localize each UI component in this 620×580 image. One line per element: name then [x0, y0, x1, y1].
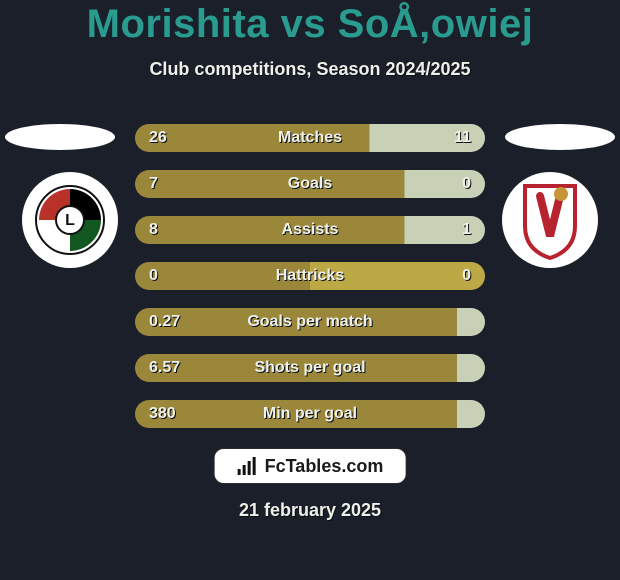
svg-text:L: L [65, 212, 75, 229]
stat-label: Assists [135, 216, 485, 244]
watermark-text: FcTables.com [265, 456, 384, 477]
nation-flag-left [5, 124, 115, 150]
nation-flag-right [505, 124, 615, 150]
subtitle: Club competitions, Season 2024/2025 [0, 59, 620, 80]
club-crest-right [502, 172, 598, 268]
stat-bar-mpg: 380 Min per goal [135, 400, 485, 428]
stat-bar-goals: 7 Goals 0 [135, 170, 485, 198]
page-title: Morishita vs SoÅ‚owiej [0, 0, 620, 47]
club-crest-left: L [22, 172, 118, 268]
stat-right-value: 0 [462, 170, 471, 198]
legia-crest-icon: L [35, 185, 105, 255]
stat-label: Goals per match [135, 308, 485, 336]
stat-label: Goals [135, 170, 485, 198]
stat-label: Hattricks [135, 262, 485, 290]
fctables-logo-icon [237, 455, 259, 477]
stat-bar-matches: 26 Matches 11 [135, 124, 485, 152]
watermark-badge: FcTables.com [214, 448, 407, 484]
stat-right-value: 0 [462, 262, 471, 290]
stat-bar-gpm: 0.27 Goals per match [135, 308, 485, 336]
stat-bar-assists: 8 Assists 1 [135, 216, 485, 244]
root: Morishita vs SoÅ‚owiej Club competitions… [0, 0, 620, 580]
vicenza-crest-icon [515, 180, 585, 260]
stat-right-value: 1 [462, 216, 471, 244]
stat-bar-hattricks: 0 Hattricks 0 [135, 262, 485, 290]
stat-label: Shots per goal [135, 354, 485, 382]
date-label: 21 february 2025 [0, 500, 620, 521]
stat-bar-spg: 6.57 Shots per goal [135, 354, 485, 382]
stats-container: 26 Matches 11 7 Goals 0 8 Assists 1 0 Ha… [135, 124, 485, 428]
stat-label: Min per goal [135, 400, 485, 428]
stat-right-value: 11 [454, 124, 471, 152]
stat-label: Matches [135, 124, 485, 152]
